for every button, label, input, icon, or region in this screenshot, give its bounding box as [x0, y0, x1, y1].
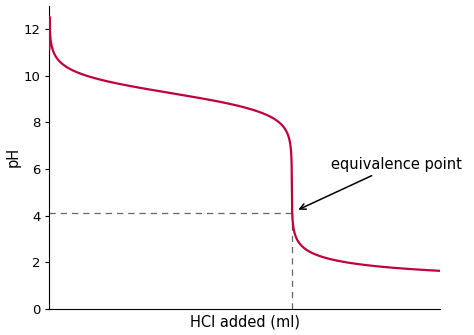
- Text: equivalence point: equivalence point: [300, 157, 462, 209]
- X-axis label: HCl added (ml): HCl added (ml): [190, 315, 300, 329]
- Y-axis label: pH: pH: [6, 147, 20, 167]
